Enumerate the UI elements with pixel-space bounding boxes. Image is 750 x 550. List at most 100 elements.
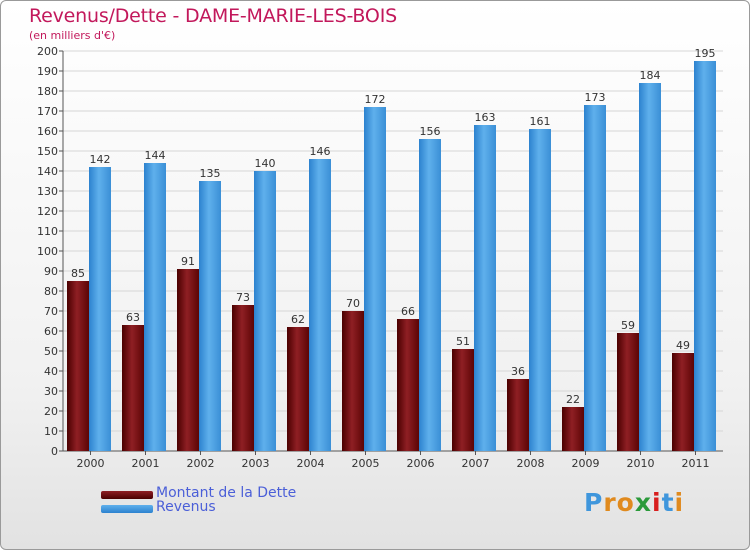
data-labels: 85 142 63 144 91 135 73 140 62 146 70 172 66 156 51 163… bbox=[71, 47, 716, 406]
bar-revenus-2006 bbox=[419, 139, 441, 451]
data-label: 172 bbox=[365, 93, 386, 106]
y-tick-label: 90 bbox=[44, 265, 58, 278]
logo-letter: i bbox=[674, 488, 685, 517]
data-label: 163 bbox=[475, 111, 496, 124]
logo-letter: o bbox=[616, 488, 635, 517]
x-tick-label: 2010 bbox=[627, 457, 655, 470]
data-label: 66 bbox=[401, 305, 415, 318]
x-tick-label: 2001 bbox=[132, 457, 160, 470]
data-label: 184 bbox=[640, 69, 661, 82]
logo-letter: i bbox=[652, 488, 662, 517]
bar-dette-2006 bbox=[397, 319, 419, 451]
logo-letter: P bbox=[584, 488, 604, 517]
data-label: 22 bbox=[566, 393, 580, 406]
data-label: 146 bbox=[310, 145, 331, 158]
x-tick-label: 2011 bbox=[682, 457, 710, 470]
logo-letter: x bbox=[634, 488, 652, 517]
bar-dette-2009 bbox=[562, 407, 584, 451]
data-label: 85 bbox=[71, 267, 85, 280]
bars bbox=[67, 61, 716, 451]
legend-swatch-dette bbox=[101, 491, 153, 499]
bar-revenus-2004 bbox=[309, 159, 331, 451]
y-tick-label: 0 bbox=[51, 445, 58, 458]
y-tick-label: 30 bbox=[44, 385, 58, 398]
bar-dette-2003 bbox=[232, 305, 254, 451]
y-tick-label: 180 bbox=[37, 85, 58, 98]
bar-revenus-2009 bbox=[584, 105, 606, 451]
x-tick-label: 2005 bbox=[352, 457, 380, 470]
data-label: 70 bbox=[346, 297, 360, 310]
data-label: 59 bbox=[621, 319, 635, 332]
bar-revenus-2001 bbox=[144, 163, 166, 451]
y-tick-label: 110 bbox=[37, 225, 58, 238]
y-tick-label: 70 bbox=[44, 305, 58, 318]
data-label: 73 bbox=[236, 291, 250, 304]
bar-revenus-2010 bbox=[639, 83, 661, 451]
y-tick-label: 80 bbox=[44, 285, 58, 298]
data-label: 140 bbox=[255, 157, 276, 170]
bar-revenus-2005 bbox=[364, 107, 386, 451]
y-tick-label: 130 bbox=[37, 185, 58, 198]
bar-dette-2007 bbox=[452, 349, 474, 451]
data-label: 173 bbox=[585, 91, 606, 104]
data-label: 36 bbox=[511, 365, 525, 378]
y-tick-label: 40 bbox=[44, 365, 58, 378]
y-tick-label: 20 bbox=[44, 405, 58, 418]
legend-label-dette: Montant de la Dette bbox=[156, 485, 297, 501]
legend-label-revenus: Revenus bbox=[156, 499, 216, 515]
gridlines bbox=[63, 50, 723, 432]
data-label: 62 bbox=[291, 313, 305, 326]
bar-dette-2011 bbox=[672, 353, 694, 451]
bar-dette-2004 bbox=[287, 327, 309, 451]
data-label: 161 bbox=[530, 115, 551, 128]
bar-dette-2001 bbox=[122, 325, 144, 451]
y-tick-label: 50 bbox=[44, 345, 58, 358]
y-tick-label: 170 bbox=[37, 105, 58, 118]
data-label: 156 bbox=[420, 125, 441, 138]
logo-letter: t bbox=[661, 488, 675, 517]
legend-swatch-revenus bbox=[101, 505, 153, 513]
x-tick-label: 2003 bbox=[242, 457, 270, 470]
x-tick-label: 2009 bbox=[572, 457, 600, 470]
bar-revenus-2002 bbox=[199, 181, 221, 451]
x-tick-label: 2008 bbox=[517, 457, 545, 470]
bar-dette-2002 bbox=[177, 269, 199, 451]
y-tick-label: 190 bbox=[37, 65, 58, 78]
bar-dette-2005 bbox=[342, 311, 364, 451]
data-label: 91 bbox=[181, 255, 195, 268]
bar-revenus-2008 bbox=[529, 129, 551, 451]
data-label: 51 bbox=[456, 335, 470, 348]
data-label: 63 bbox=[126, 311, 140, 324]
x-tick-label: 2006 bbox=[407, 457, 435, 470]
proxiti-logo: Proxiti bbox=[584, 488, 684, 517]
y-tick-label: 150 bbox=[37, 145, 58, 158]
bar-dette-2010 bbox=[617, 333, 639, 451]
x-tick-label: 2004 bbox=[297, 457, 325, 470]
x-tick-label: 2000 bbox=[77, 457, 105, 470]
data-label: 49 bbox=[676, 339, 690, 352]
axes: 0 10 20 30 40 50 60 70 80 90 100 110 120 130 140 150 160… bbox=[37, 45, 723, 470]
y-tick-label: 100 bbox=[37, 245, 58, 258]
x-tick-label: 2007 bbox=[462, 457, 490, 470]
data-label: 144 bbox=[145, 149, 166, 162]
bar-revenus-2007 bbox=[474, 125, 496, 451]
y-tick-label: 10 bbox=[44, 425, 58, 438]
y-tick-label: 200 bbox=[37, 45, 58, 58]
y-tick-label: 160 bbox=[37, 125, 58, 138]
chart-title: Revenus/Dette - DAME-MARIE-LES-BOIS bbox=[29, 5, 397, 27]
y-tick-label: 60 bbox=[44, 325, 58, 338]
y-tick-label: 140 bbox=[37, 165, 58, 178]
data-label: 135 bbox=[200, 167, 221, 180]
logo-letter: r bbox=[603, 488, 617, 517]
data-label: 195 bbox=[695, 47, 716, 60]
bar-revenus-2003 bbox=[254, 171, 276, 451]
bar-revenus-2000 bbox=[89, 167, 111, 451]
y-tick-label: 120 bbox=[37, 205, 58, 218]
chart-subtitle: (en milliers d'€) bbox=[29, 29, 116, 42]
bar-dette-2008 bbox=[507, 379, 529, 451]
bar-revenus-2011 bbox=[694, 61, 716, 451]
data-label: 142 bbox=[90, 153, 111, 166]
x-tick-label: 2002 bbox=[187, 457, 215, 470]
